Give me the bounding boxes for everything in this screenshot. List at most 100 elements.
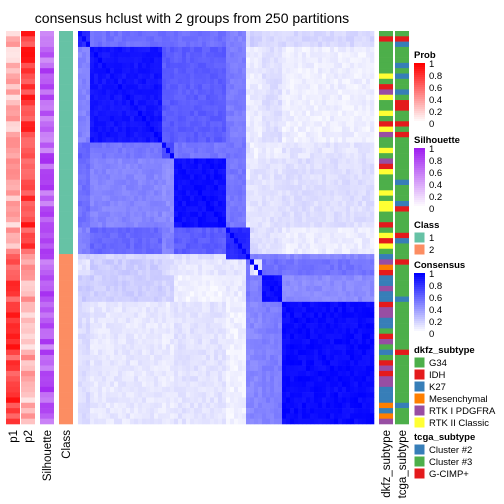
heatmap-cell bbox=[114, 285, 119, 292]
heatmap-cell bbox=[110, 73, 115, 80]
p2-cell bbox=[21, 227, 35, 234]
heatmap-cell bbox=[114, 254, 119, 260]
heatmap-cell bbox=[326, 105, 331, 111]
heatmap-cell bbox=[114, 142, 119, 149]
heatmap-cell bbox=[290, 360, 295, 366]
heatmap-cell bbox=[82, 52, 87, 58]
heatmap-cell bbox=[350, 275, 355, 281]
heatmap-cell bbox=[146, 36, 151, 42]
heatmap-cell bbox=[86, 254, 91, 260]
heatmap-cell bbox=[214, 206, 219, 212]
heatmap-cell bbox=[290, 317, 295, 324]
heatmap-cell bbox=[186, 41, 191, 48]
heatmap-cell bbox=[130, 238, 135, 244]
heatmap-cell bbox=[102, 131, 107, 138]
heatmap-cell bbox=[186, 57, 191, 64]
class-cell bbox=[59, 62, 73, 69]
heatmap-cell bbox=[258, 158, 263, 165]
heatmap-cell bbox=[294, 78, 299, 85]
heatmap-cell bbox=[258, 110, 263, 117]
heatmap-cell bbox=[358, 254, 363, 260]
heatmap-cell bbox=[214, 248, 219, 255]
heatmap-cell bbox=[314, 280, 319, 287]
heatmap-cell bbox=[142, 254, 147, 260]
heatmap-cell bbox=[242, 206, 247, 212]
heatmap-cell bbox=[214, 195, 219, 202]
heatmap-cell bbox=[146, 105, 151, 111]
heatmap-cell bbox=[90, 222, 95, 228]
heatmap-cell bbox=[94, 57, 99, 64]
heatmap-cell bbox=[154, 312, 159, 319]
heatmap-cell bbox=[250, 110, 255, 117]
heatmap-cell bbox=[134, 142, 139, 149]
heatmap-cell bbox=[106, 222, 111, 228]
heatmap-cell bbox=[274, 169, 279, 175]
heatmap-cell bbox=[110, 89, 115, 96]
heatmap-cell bbox=[350, 174, 355, 180]
heatmap-cell bbox=[242, 147, 247, 154]
heatmap-cell bbox=[322, 41, 327, 48]
heatmap-cell bbox=[254, 296, 259, 303]
heatmap-cell bbox=[362, 115, 367, 122]
heatmap-cell bbox=[94, 185, 99, 191]
heatmap-cell bbox=[86, 200, 91, 207]
heatmap-cell bbox=[134, 344, 139, 350]
heatmap-cell bbox=[258, 147, 263, 154]
silhouette-cell bbox=[40, 291, 54, 297]
heatmap-cell bbox=[346, 307, 351, 313]
heatmap-cell bbox=[234, 365, 239, 372]
heatmap-cell bbox=[162, 46, 167, 53]
heatmap-cell bbox=[362, 36, 367, 42]
heatmap-cell bbox=[154, 296, 159, 303]
heatmap-cell bbox=[250, 254, 255, 260]
p1-cell bbox=[6, 275, 20, 281]
heatmap-cell bbox=[114, 185, 119, 191]
heatmap-cell bbox=[314, 41, 319, 48]
heatmap-cell bbox=[226, 105, 231, 111]
heatmap-cell bbox=[146, 344, 151, 350]
heatmap-cell bbox=[246, 31, 251, 37]
heatmap-cell bbox=[218, 328, 223, 335]
heatmap-cell bbox=[266, 349, 271, 356]
heatmap-cell bbox=[146, 232, 151, 239]
heatmap-cell bbox=[294, 232, 299, 239]
class-cell bbox=[59, 163, 73, 170]
heatmap-cell bbox=[130, 354, 135, 361]
heatmap-cell bbox=[106, 206, 111, 212]
heatmap-cell bbox=[238, 121, 243, 127]
heatmap-cell bbox=[174, 333, 179, 340]
heatmap-cell bbox=[102, 232, 107, 239]
heatmap-cell bbox=[146, 31, 151, 37]
heatmap-cell bbox=[138, 137, 143, 143]
heatmap-cell bbox=[138, 280, 143, 287]
heatmap-cell bbox=[338, 126, 343, 133]
heatmap-cell bbox=[294, 142, 299, 149]
heatmap-cell bbox=[186, 89, 191, 96]
heatmap-cell bbox=[182, 206, 187, 212]
heatmap-cell bbox=[210, 153, 215, 159]
p1-cell bbox=[6, 216, 20, 223]
heatmap-cell bbox=[310, 94, 315, 101]
heatmap-cell bbox=[314, 153, 319, 159]
heatmap-cell bbox=[114, 200, 119, 207]
heatmap-cell bbox=[254, 158, 259, 165]
heatmap-cell bbox=[174, 185, 179, 191]
heatmap-cell bbox=[274, 211, 279, 218]
silhouette-cell bbox=[40, 115, 54, 122]
heatmap-cell bbox=[82, 238, 87, 244]
p1-cell bbox=[6, 296, 20, 303]
heatmap-cell bbox=[90, 349, 95, 356]
heatmap-cell bbox=[258, 206, 263, 212]
heatmap-cell bbox=[98, 52, 103, 58]
heatmap-cell bbox=[86, 137, 91, 143]
heatmap-cell bbox=[134, 100, 139, 106]
heatmap-cell bbox=[102, 296, 107, 303]
heatmap-cell bbox=[202, 31, 207, 37]
heatmap-cell bbox=[314, 174, 319, 180]
heatmap-cell bbox=[254, 285, 259, 292]
p1-cell bbox=[6, 402, 20, 409]
heatmap-cell bbox=[202, 227, 207, 234]
heatmap-cell bbox=[270, 126, 275, 133]
heatmap-cell bbox=[362, 174, 367, 180]
heatmap-cell bbox=[342, 126, 347, 133]
